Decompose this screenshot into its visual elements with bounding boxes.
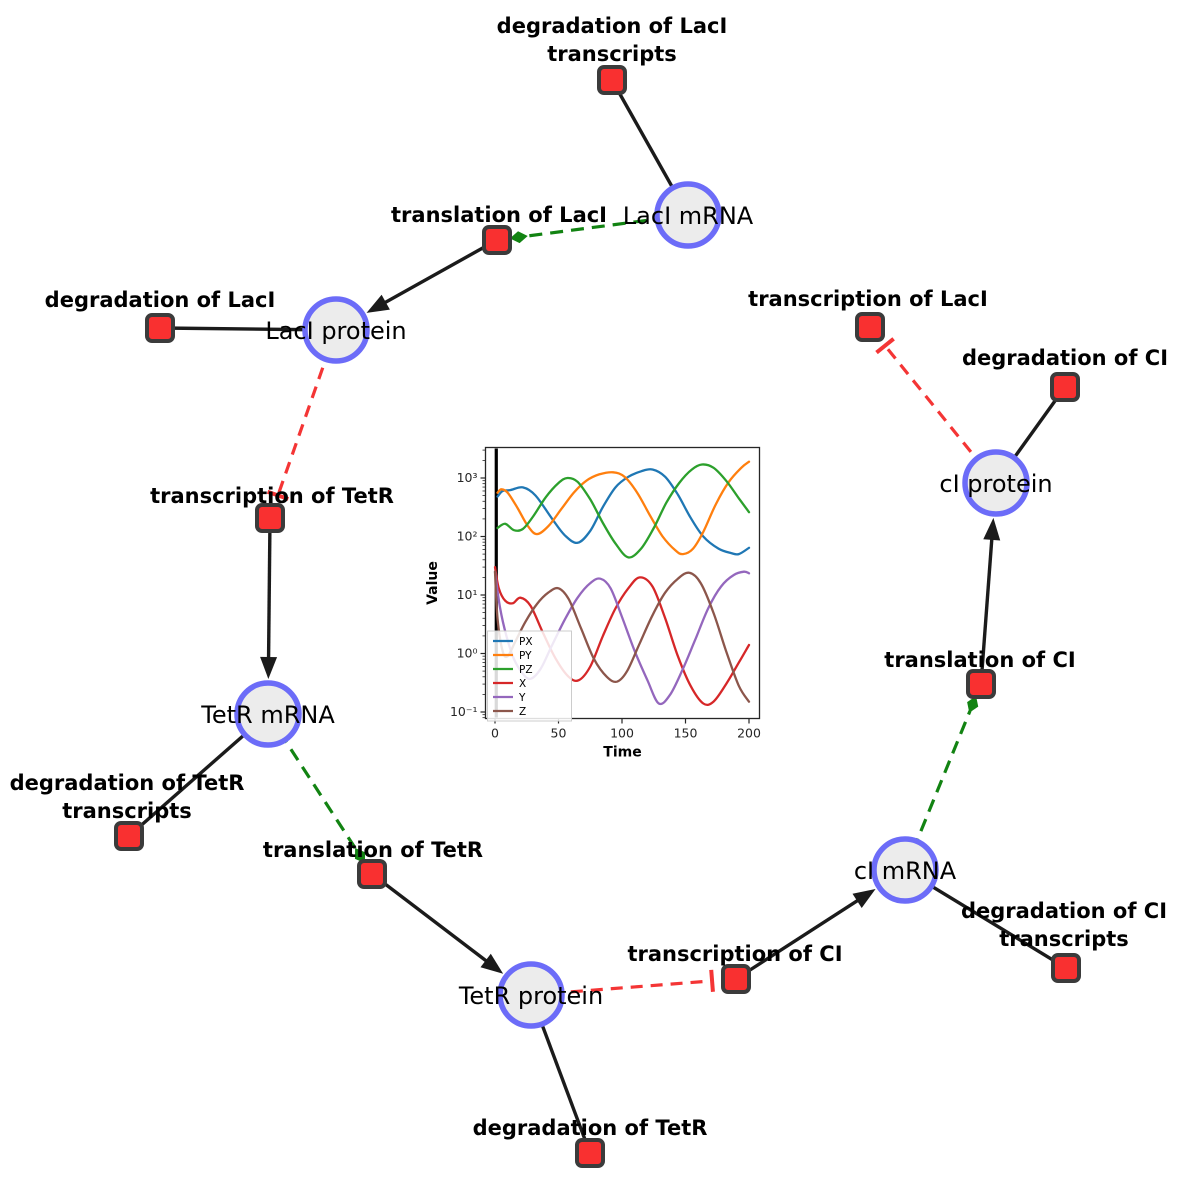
reaction-label-deg-ci-transcripts: transcripts [999,927,1129,951]
y-axis-label: Value [425,561,441,605]
x-axis-label: Time [603,745,641,761]
modifier-diamond-icon [509,231,528,244]
legend: PX PY PZ XYZ [487,630,572,722]
inhibition-bar-icon [709,969,715,992]
reaction-node-transcription-ci [721,964,751,994]
reaction-node-deg-tetr-transcripts [114,821,144,851]
modifier-diamond-icon [967,696,979,713]
reaction-label-deg-tetr-transcripts: transcripts [62,799,192,823]
x-tick-label: 200 [737,726,761,741]
reaction-node-transcription-laci [855,312,885,342]
x-tick-label: 150 [674,726,698,741]
series-line-X [493,565,751,707]
inhibition-bar-icon [875,337,895,355]
reaction-node-translation-laci [482,225,512,255]
y-tick-label: 10⁻¹ [450,704,478,719]
reaction-label-transcription-tetr: transcription of TetR [150,484,394,508]
reaction-label-deg-laci-transcripts: transcripts [547,42,677,66]
legend-label-PY: PY [519,650,532,662]
reaction-node-deg-laci-transcripts [597,65,627,95]
reaction-label-translation-laci: translation of LacI [391,203,607,227]
reaction-node-translation-ci [966,669,996,699]
reaction-label-transcription-laci: transcription of LacI [748,287,988,311]
y-tick-label: 10¹ [457,587,478,602]
plot-frame [484,446,761,720]
series-line-PX [496,468,751,556]
x-tick-label: 100 [610,726,634,741]
reaction-label-deg-ci-transcripts: degradation of CI [961,899,1167,923]
legend-label-PX: PX [519,636,533,648]
arrowhead-icon [983,517,1001,541]
species-node-tetr-protein [497,961,565,1029]
arrowhead-icon [480,953,504,974]
reaction-label-translation-tetr: translation of TetR [263,838,483,862]
species-node-laci-protein [302,296,370,364]
edge-transcription-tetr-to-tetr-mrna [266,517,272,668]
reaction-node-deg-ci-transcripts [1051,953,1081,983]
labels-layer: LacI mRNA LacI protein TetR mRNA TetR prote… [10,14,1168,1140]
species-label-tetr-protein: TetR protein [458,982,603,1010]
edge-translation-tetr-to-tetr-protein [370,872,495,968]
edge-translation-ci-to-ci-protein [979,529,995,685]
y-tick-label: 10² [457,529,478,544]
x-tick-label: 50 [551,726,567,741]
reaction-node-deg-ci [1050,372,1080,402]
legend-label-X: X [519,678,526,690]
arrowhead-icon [366,294,390,313]
reaction-label-deg-tetr: degradation of TetR [473,1116,708,1140]
reaction-label-translation-ci: translation of CI [884,648,1075,672]
reaction-node-translation-tetr [357,859,387,889]
arrowhead-icon [260,656,278,680]
species-label-ci-protein: cI protein [939,470,1052,498]
legend-box [487,630,572,722]
arrowhead-icon [852,888,876,909]
species-label-laci-mrna: LacI mRNA [623,202,754,230]
species-label-ci-mrna: cI mRNA [854,857,957,885]
x-tick-label: 0 [491,726,499,741]
reaction-label-deg-ci: degradation of CI [962,346,1168,370]
species-node-tetr-mrna [234,680,302,748]
legend-label-Z: Z [519,706,526,718]
edge-translation-laci-to-laci-protein [376,238,498,309]
reaction-label-deg-laci-transcripts: degradation of LacI [497,14,728,38]
y-tick-label: 10⁰ [457,646,478,661]
reaction-node-transcription-tetr [255,503,285,533]
species-label-tetr-mrna: TetR mRNA [200,701,335,729]
legend-label-Y: Y [518,692,526,704]
inhibition-bar-icon [266,489,289,501]
y-tick-label: 10³ [457,470,478,485]
species-node-ci-protein [962,449,1030,517]
species-node-laci-mrna [654,181,722,249]
species-node-ci-mrna [871,836,939,904]
reaction-node-deg-tetr [575,1138,605,1168]
series-line-PZ [496,463,751,559]
reaction-node-deg-laci [145,313,175,343]
reaction-label-transcription-ci: transcription of CI [627,942,842,966]
reaction-label-deg-tetr-transcripts: degradation of TetR [10,771,245,795]
species-label-laci-protein: LacI protein [265,317,406,345]
simulation-timecourse-chart: 0 50 100 150 20010³10²10¹10⁰10⁻¹TimeValuePXP… [425,438,775,768]
legend-label-PZ: PZ [519,664,533,676]
reaction-label-deg-laci: degradation of LacI [45,288,276,312]
edge-transcription-ci-to-ci-mrna [735,894,867,981]
nodes-layer [114,65,1081,1168]
